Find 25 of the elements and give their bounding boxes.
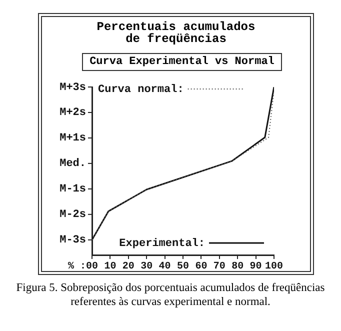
chart-subtitle: Curva Experimental vs Normal <box>82 53 282 71</box>
text: M+3s <box>60 82 86 94</box>
x-tick-label: 30 <box>140 262 153 273</box>
x-tick-label: 80 <box>232 262 244 273</box>
x-tick-label: 40 <box>158 262 171 273</box>
text: Percentuais acumulados <box>96 20 256 34</box>
text: de freqüências <box>126 32 226 46</box>
legend-label: Experimental: <box>119 238 206 250</box>
x-tick-label: 00 <box>86 262 98 273</box>
text: M-2s <box>60 209 86 222</box>
x-tick-label: 100 <box>264 262 284 273</box>
text: M-3s <box>60 234 86 247</box>
text: M+1s <box>60 132 86 145</box>
x-tick-label: 90 <box>250 262 262 273</box>
legend-label: Curva normal: <box>98 84 184 96</box>
x-tick-label: 10 <box>104 262 116 273</box>
text: M-1s <box>60 184 86 196</box>
x-tick-label: 50 <box>176 262 190 273</box>
x-tick-label: 20 <box>122 262 134 273</box>
x-axis-title: % : <box>68 262 86 273</box>
text: Med. <box>60 158 86 170</box>
text: Figura 5. Sobreposição dos porcentuais acumulados de freqüências referentes às curvas experimental e normal. <box>15 281 326 309</box>
x-tick-label: 60 <box>195 262 208 273</box>
x-tick-label: 70 <box>213 262 226 273</box>
text: M+2s <box>60 107 86 120</box>
